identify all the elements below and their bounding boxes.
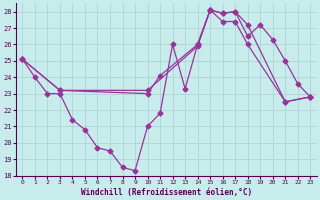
X-axis label: Windchill (Refroidissement éolien,°C): Windchill (Refroidissement éolien,°C) bbox=[81, 188, 252, 197]
